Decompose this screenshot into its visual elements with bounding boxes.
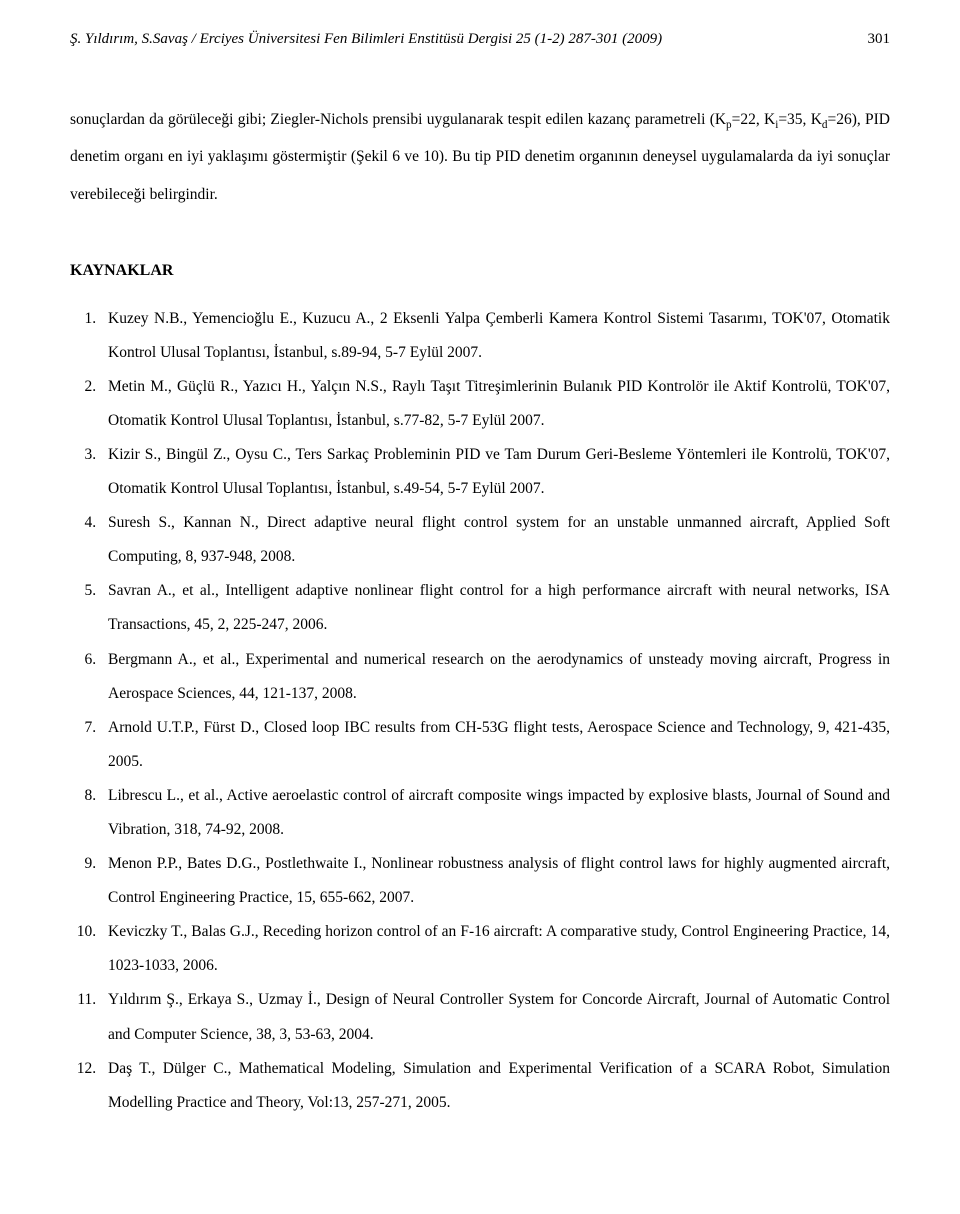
reference-item: Arnold U.T.P., Fürst D., Closed loop IBC… [100,711,890,779]
running-head: Ş. Yıldırım, S.Savaş / Erciyes Üniversit… [70,28,890,51]
page-number: 301 [868,28,891,51]
running-head-citation: Ş. Yıldırım, S.Savaş / Erciyes Üniversit… [70,28,662,51]
reference-item: Yıldırım Ş., Erkaya S., Uzmay İ., Design… [100,983,890,1051]
reference-item: Librescu L., et al., Active aeroelastic … [100,779,890,847]
reference-item: Savran A., et al., Intelligent adaptive … [100,574,890,642]
references-heading: KAYNAKLAR [70,259,890,284]
reference-item: Bergmann A., et al., Experimental and nu… [100,643,890,711]
reference-item: Keviczky T., Balas G.J., Receding horizo… [100,915,890,983]
reference-item: Menon P.P., Bates D.G., Postlethwaite I.… [100,847,890,915]
reference-item: Kuzey N.B., Yemencioğlu E., Kuzucu A., 2… [100,302,890,370]
body-paragraph: sonuçlardan da görüleceği gibi; Ziegler-… [70,101,890,213]
reference-item: Metin M., Güçlü R., Yazıcı H., Yalçın N.… [100,370,890,438]
references-list: Kuzey N.B., Yemencioğlu E., Kuzucu A., 2… [70,302,890,1120]
reference-item: Kizir S., Bingül Z., Oysu C., Ters Sarka… [100,438,890,506]
reference-item: Daş T., Dülger C., Mathematical Modeling… [100,1052,890,1120]
reference-item: Suresh S., Kannan N., Direct adaptive ne… [100,506,890,574]
